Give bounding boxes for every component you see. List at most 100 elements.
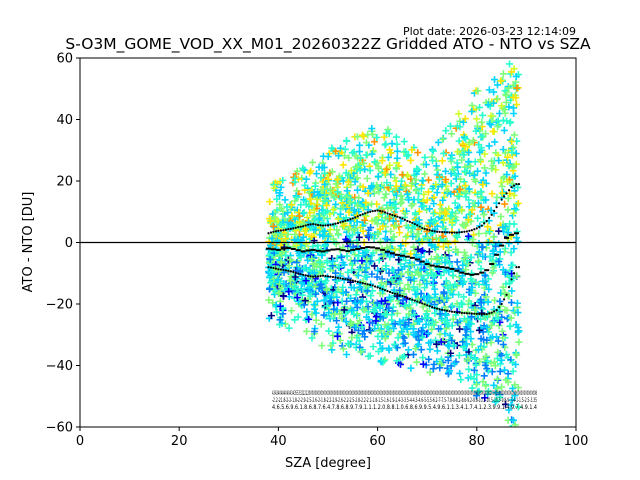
scatter-point: [408, 202, 416, 210]
x-axis-label: SZA [degree]: [285, 456, 371, 471]
scatter-point: [359, 330, 367, 338]
scatter-point: [334, 332, 342, 340]
series-point: [359, 214, 362, 217]
scatter-point: [338, 314, 346, 322]
scatter-point: [313, 297, 321, 305]
scatter-point: [348, 149, 356, 157]
scatter-point: [305, 287, 313, 295]
scatter-point: [419, 247, 427, 255]
scatter-point: [342, 309, 350, 317]
series-point: [371, 210, 374, 213]
scatter-point: [279, 176, 287, 184]
series-point: [475, 312, 478, 315]
scatter-point: [385, 293, 393, 301]
scatter-point: [278, 204, 286, 212]
series-point: [316, 223, 320, 227]
series-point: [369, 283, 372, 287]
scatter-point: [377, 345, 385, 353]
series-point: [495, 309, 498, 312]
scatter-point: [343, 351, 351, 359]
series-point: [423, 227, 426, 230]
series-point: [399, 254, 405, 257]
scatter-point: [401, 339, 409, 347]
series-point: [413, 222, 416, 226]
scatter-point: [412, 186, 420, 194]
series-point: [316, 275, 320, 278]
scatter-point: [356, 148, 364, 156]
scatter-point: [413, 358, 421, 366]
scatter-point: [447, 349, 455, 357]
scatter-point: [271, 290, 279, 298]
scatter-point: [276, 201, 284, 209]
scatter-point: [269, 222, 277, 230]
series-point: [326, 224, 330, 227]
scatter-point: [467, 300, 475, 308]
scatter-point: [466, 162, 474, 170]
series-point: [329, 275, 332, 278]
scatter-point: [494, 81, 502, 89]
series-point: [470, 229, 473, 232]
scatter-point: [362, 199, 370, 207]
scatter-point: [493, 193, 501, 201]
scatter-point: [339, 161, 347, 169]
scatter-point: [329, 331, 337, 339]
scatter-point: [294, 247, 302, 255]
y-tick-label: −40: [46, 359, 73, 374]
series-point: [510, 278, 513, 281]
scatter-point: [344, 178, 352, 186]
scatter-point: [400, 334, 408, 342]
series-point: [319, 224, 322, 227]
scatter-point: [381, 334, 389, 342]
scatter-point: [494, 123, 502, 131]
scatter-point: [486, 120, 494, 128]
scatter-point: [432, 234, 440, 242]
scatter-point: [391, 174, 399, 182]
scatter-point: [498, 383, 506, 391]
scatter-point: [326, 226, 334, 234]
series-point: [270, 248, 276, 251]
scatter-point: [507, 314, 515, 322]
series-point: [502, 195, 506, 198]
series-point: [515, 266, 518, 269]
scatter-point: [382, 190, 390, 198]
scatter-point: [474, 214, 482, 222]
series-point: [515, 182, 518, 186]
scatter-point: [288, 221, 296, 229]
scatter-point: [293, 266, 301, 274]
y-tick-label: 20: [56, 175, 73, 190]
scatter-point: [303, 327, 311, 335]
scatter-point: [418, 238, 426, 246]
scatter-point: [378, 216, 386, 224]
scatter-point: [477, 296, 485, 304]
scatter-point: [508, 137, 516, 145]
series-point: [388, 290, 392, 294]
series-point: [267, 232, 270, 235]
scatter-point: [423, 280, 431, 288]
scatter-point: [311, 226, 319, 234]
scatter-point: [480, 210, 488, 218]
scatter-point: [410, 243, 418, 251]
scatter-point: [431, 285, 439, 293]
scatter-point: [399, 195, 407, 203]
scatter-point: [506, 220, 514, 228]
scatter-point: [268, 268, 276, 276]
scatter-point: [461, 255, 469, 263]
scatter-point: [401, 285, 409, 293]
scatter-point: [329, 235, 337, 243]
scatter-point: [511, 392, 519, 400]
scatter-point: [498, 327, 506, 335]
scatter-point: [414, 295, 422, 303]
scatter-point: [405, 319, 413, 327]
scatter-point: [454, 318, 462, 326]
scatter-point: [266, 198, 274, 206]
scatter-point: [397, 242, 405, 250]
series-point: [396, 215, 399, 218]
scatter-point: [488, 368, 496, 376]
series-point: [366, 283, 369, 286]
scatter-point: [499, 223, 507, 231]
scatter-point: [499, 159, 507, 167]
series-point: [443, 309, 446, 312]
scatter-point: [357, 154, 365, 162]
scatter-point: [433, 189, 441, 197]
series-point: [504, 236, 510, 239]
